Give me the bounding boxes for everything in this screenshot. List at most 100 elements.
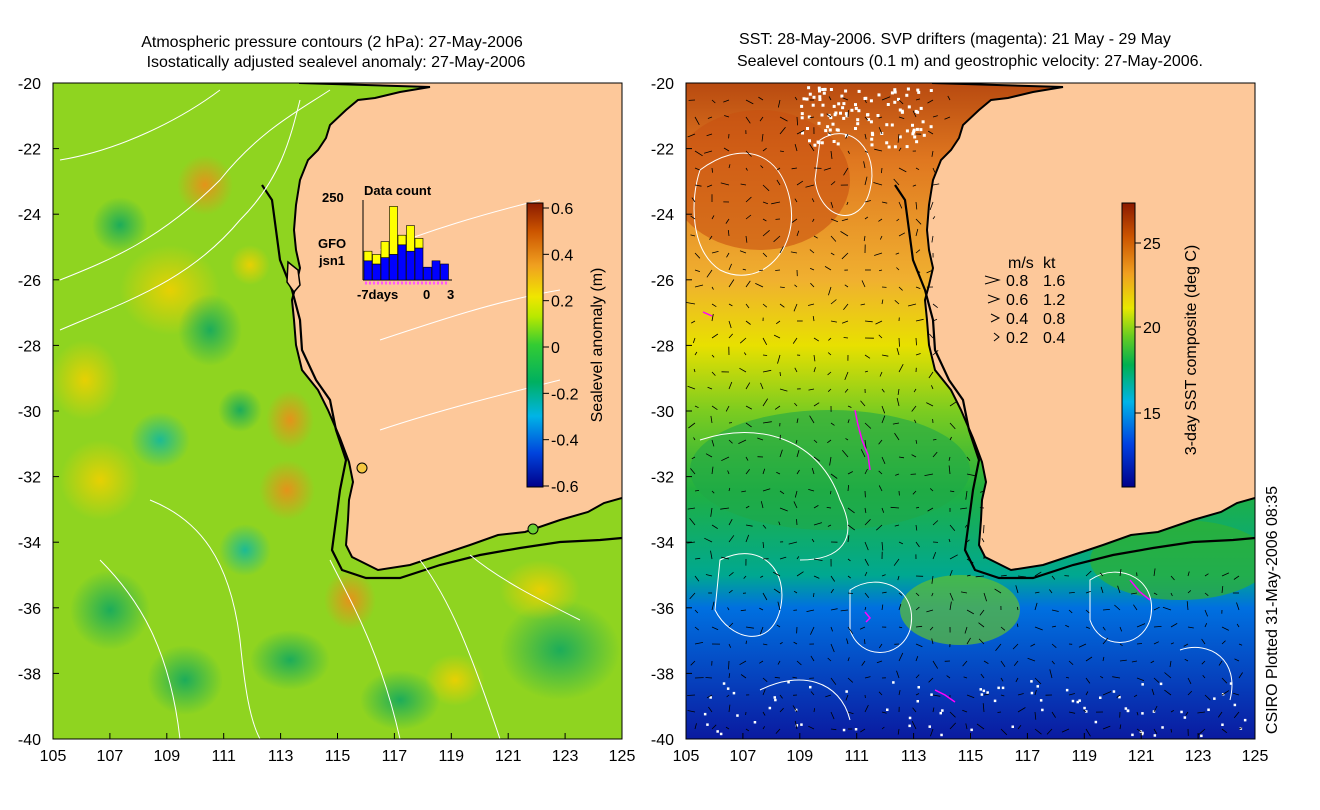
velocity-arrow — [843, 167, 849, 176]
velocity-arrow — [773, 588, 781, 594]
velocity-arrow — [929, 626, 934, 631]
velocity-arrow — [894, 299, 900, 305]
inset-xlabel-end: 3 — [447, 287, 454, 302]
velocity-arrow — [864, 150, 868, 153]
velocity-arrow — [739, 250, 747, 254]
left-y-tick-label: -40 — [18, 732, 41, 749]
cloud-gap — [911, 123, 914, 127]
inset-bar-jsn1 — [372, 263, 381, 281]
cloud-gap — [828, 128, 832, 132]
velocity-arrow — [915, 592, 920, 597]
right-map-panel: SST: 28-May-2006. SVP drifters (magenta)… — [651, 31, 1269, 765]
velocity-arrow — [1049, 669, 1053, 679]
velocity-arrow — [703, 150, 713, 154]
velocity-arrow — [694, 626, 699, 631]
velocity-arrow — [841, 218, 849, 222]
velocity-arrow — [1068, 660, 1074, 665]
cloud-gap — [916, 700, 919, 703]
velocity-arrow — [779, 126, 786, 135]
velocity-arrow — [711, 405, 718, 411]
velocity-arrow — [932, 303, 938, 309]
velocity-arrow — [1170, 592, 1173, 597]
velocity-arrow — [745, 534, 750, 543]
velocity-arrow — [779, 303, 785, 308]
cloud-gap — [856, 122, 860, 126]
velocity-arrow — [912, 490, 917, 495]
velocity-arrow — [1027, 657, 1036, 662]
velocity-arrow — [1153, 677, 1160, 683]
velocity-arrow — [980, 673, 985, 679]
cloud-gap — [885, 141, 889, 145]
velocity-arrow — [1085, 656, 1093, 662]
velocity-arrow — [864, 116, 869, 121]
velocity-arrow — [932, 451, 938, 458]
velocity-arrow — [728, 704, 731, 713]
velocity-arrow — [1221, 626, 1229, 631]
velocity-arrow — [1170, 728, 1172, 733]
velocity-arrow — [881, 456, 886, 465]
australia-landmass-right — [925, 83, 1255, 570]
velocity-arrow — [791, 167, 798, 170]
right-x-tick-label: 125 — [1242, 748, 1269, 765]
velocity-arrow — [962, 660, 968, 667]
velocity-arrow — [1238, 727, 1242, 730]
velocity-arrow — [1051, 625, 1056, 628]
velocity-arrow — [796, 449, 800, 458]
velocity-arrow — [691, 320, 696, 324]
cloud-gap — [836, 142, 840, 146]
sla-patch — [425, 654, 485, 706]
cloud-gap — [854, 728, 858, 731]
data-count-inset: Data count 250 GFO jsn1 -7days 0 3 — [318, 183, 454, 302]
right-y-tick-label: -38 — [651, 666, 674, 683]
cloud-gap — [907, 105, 911, 109]
velocity-arrow — [1185, 711, 1189, 716]
cloud-gap — [867, 118, 871, 122]
velocity-arrow — [964, 524, 968, 528]
velocity-arrow — [864, 439, 867, 449]
velocity-arrow — [864, 541, 869, 551]
drifter-track-1 — [854, 409, 871, 471]
velocity-arrow — [893, 178, 900, 186]
velocity-arrow — [706, 184, 713, 188]
sst-colorbar-tick-label: 15 — [1143, 406, 1161, 423]
left-x-tick-label: 111 — [212, 748, 236, 765]
velocity-arrow — [929, 201, 934, 211]
velocity-arrow — [739, 337, 747, 344]
velocity-arrow — [1201, 638, 1206, 645]
cloud-gap — [997, 686, 1000, 690]
velocity-arrow — [1000, 728, 1008, 736]
velocity-arrow — [915, 693, 920, 696]
velocity-arrow — [841, 320, 849, 324]
pressure-contour-line — [469, 554, 581, 621]
velocity-arrow — [813, 522, 823, 526]
velocity-arrow — [711, 251, 719, 254]
velocity-arrow — [863, 161, 866, 169]
velocity-arrow — [776, 179, 781, 186]
sla-colorbar-tick-label: 0.2 — [551, 294, 573, 311]
velocity-arrow — [759, 660, 764, 664]
velocity-arrow — [1204, 609, 1208, 617]
cloud-gap — [919, 106, 923, 110]
left-x-tick-label: 109 — [153, 748, 180, 765]
velocity-arrow — [1017, 725, 1022, 730]
velocity-arrow — [1187, 626, 1194, 629]
velocity-arrow — [1015, 585, 1019, 594]
velocity-arrow — [796, 519, 798, 526]
left-map-panel: Atmospheric pressure contours (2 hPa): 2… — [18, 34, 636, 765]
velocity-arrow — [711, 286, 714, 290]
velocity-arrow — [1046, 728, 1053, 735]
velocity-arrow — [1131, 660, 1138, 663]
velocity-arrow — [792, 337, 798, 344]
velocity-arrow — [915, 167, 920, 171]
cloud-gap — [1036, 685, 1039, 688]
velocity-arrow — [779, 246, 784, 254]
sla-patch — [147, 645, 223, 715]
velocity-arrow — [878, 643, 883, 649]
velocity-arrow — [1034, 602, 1038, 611]
pressure-contour-line — [99, 559, 181, 739]
cloud-gap — [922, 133, 926, 137]
cloud-gap — [929, 89, 933, 92]
velocity-arrow — [813, 592, 815, 598]
cloud-gap — [1213, 697, 1216, 700]
inset-bar-jsn1 — [406, 250, 415, 281]
